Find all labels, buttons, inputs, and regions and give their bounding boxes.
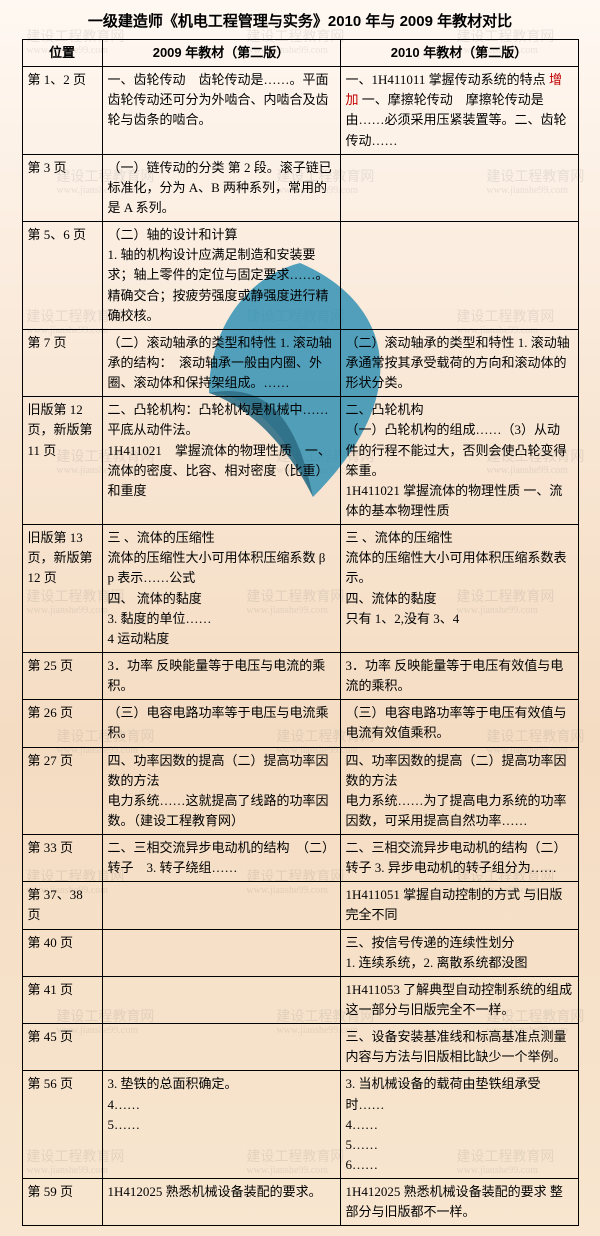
cell-2010: 三、按信号传递的连续性划分1. 连续系统，2. 离散系统都没图	[340, 929, 578, 976]
table-row: 第 26 页（三）电容电路功率等于电压与电流乘积。（三）电容电路功率等于电压有效…	[22, 700, 578, 747]
cell-position: 第 26 页	[22, 700, 102, 747]
cell-position: 第 1、2 页	[22, 67, 102, 155]
table-row: 第 5、6 页（二）轴的设计和计算1. 轴的机构设计应满足制造和安装要求；轴上零…	[22, 222, 578, 330]
cell-position: 第 37、38 页	[22, 882, 102, 929]
cell-position: 第 5、6 页	[22, 222, 102, 330]
page: 建设工程教育网www.jianshe99.com建设工程教育网www.jians…	[0, 0, 600, 1236]
cell-2009: 四、功率因数的提高（二）提高功率因数的方法电力系统……这就提高了线路的功率因数。…	[102, 747, 340, 835]
cell-2009: 3．功率 反映能量等于电压与电流的乘积。	[102, 652, 340, 699]
cell-position: 第 45 页	[22, 1024, 102, 1071]
cell-2009: 1H412025 熟悉机械设备装配的要求。	[102, 1179, 340, 1226]
col-2010: 2010 年教材（第二版）	[340, 40, 578, 67]
cell-2009	[102, 882, 340, 929]
cell-2009: （一）链传动的分类 第 2 段。滚子链已标准化，分为 A、B 两种系列，常用的是…	[102, 154, 340, 221]
cell-position: 第 59 页	[22, 1179, 102, 1226]
cell-2010	[340, 222, 578, 330]
table-row: 第 56 页3. 垫铁的总面积确定。4……5……3. 当机械设备的载荷由垫铁组承…	[22, 1071, 578, 1179]
cell-position: 第 3 页	[22, 154, 102, 221]
highlight-text: 增加	[346, 72, 562, 107]
cell-position: 第 7 页	[22, 329, 102, 396]
col-position: 位置	[22, 40, 102, 67]
cell-2010: 1H411053 了解典型自动控制系统的组成 这一部分与旧版完全不一样。	[340, 976, 578, 1023]
cell-position: 第 40 页	[22, 929, 102, 976]
table-row: 旧版第 13 页，新版第 12 页三 、流体的压缩性流体的压缩性大小可用体积压缩…	[22, 525, 578, 653]
table-row: 第 7 页（二）滚动轴承的类型和特性 1. 滚动轴承的结构： 滚动轴承一般由内圈…	[22, 329, 578, 396]
cell-2009: 二、凸轮机构：凸轮机构是机械中……平底从动件法。1H411021 掌握流体的物理…	[102, 397, 340, 525]
table-row: 第 27 页四、功率因数的提高（二）提高功率因数的方法电力系统……这就提高了线路…	[22, 747, 578, 835]
cell-2010: 三、设备安装基准线和标高基准点测量 内容与方法与旧版相比缺少一个举例。	[340, 1024, 578, 1071]
cell-position: 第 27 页	[22, 747, 102, 835]
table-row: 第 33 页二、三相交流异步电动机的结构 （二）转子 3. 转子绕组……二、三相…	[22, 835, 578, 882]
page-title: 一级建造师《机电工程管理与实务》2010 年与 2009 年教材对比	[0, 0, 600, 39]
cell-2009: 3. 垫铁的总面积确定。4……5……	[102, 1071, 340, 1179]
cell-2010: 1H412025 熟悉机械设备装配的要求 整部分与旧版都不一样。	[340, 1179, 578, 1226]
cell-position: 第 33 页	[22, 835, 102, 882]
table-row: 第 59 页1H412025 熟悉机械设备装配的要求。1H412025 熟悉机械…	[22, 1179, 578, 1226]
table-row: 第 1、2 页一、齿轮传动 齿轮传动是……。平面齿轮传动还可分为外啮合、内啮合及…	[22, 67, 578, 155]
col-2009: 2009 年教材（第二版）	[102, 40, 340, 67]
cell-2009: （三）电容电路功率等于电压与电流乘积。	[102, 700, 340, 747]
cell-2009: 一、齿轮传动 齿轮传动是……。平面齿轮传动还可分为外啮合、内啮合及齿轮与齿条的啮…	[102, 67, 340, 155]
table-row: 第 3 页（一）链传动的分类 第 2 段。滚子链已标准化，分为 A、B 两种系列…	[22, 154, 578, 221]
cell-2010: 一、1H411011 掌握传动系统的特点 增加 一、摩擦轮传动 摩擦轮传动是由……	[340, 67, 578, 155]
table-row: 第 25 页3．功率 反映能量等于电压与电流的乘积。3．功率 反映能量等于电压有…	[22, 652, 578, 699]
cell-2010: （二）滚动轴承的类型和特性 1. 滚动轴承通常按其承受载荷的方向和滚动体的形状分…	[340, 329, 578, 396]
cell-2010: 3. 当机械设备的载荷由垫铁组承受时……4……5……6……	[340, 1071, 578, 1179]
table-row: 第 37、38 页 1H411051 掌握自动控制的方式 与旧版完全不同	[22, 882, 578, 929]
cell-2009: 三 、流体的压缩性流体的压缩性大小可用体积压缩系数 β p 表示……公式四、 流…	[102, 525, 340, 653]
cell-position: 第 25 页	[22, 652, 102, 699]
cell-2010: 二、凸轮机构（一）凸轮机构的组成……（3）从动件的行程不能过大，否则会使凸轮变得…	[340, 397, 578, 525]
cell-position: 旧版第 12 页，新版第 11 页	[22, 397, 102, 525]
cell-2010	[340, 154, 578, 221]
cell-position: 第 56 页	[22, 1071, 102, 1179]
cell-2010: （三）电容电路功率等于电压有效值与电流有效值乘积。	[340, 700, 578, 747]
table-row: 第 40 页 三、按信号传递的连续性划分1. 连续系统，2. 离散系统都没图	[22, 929, 578, 976]
cell-2010: 四、功率因数的提高（二）提高功率因数的方法电力系统……为了提高电力系统的功率因数…	[340, 747, 578, 835]
cell-2009	[102, 1024, 340, 1071]
cell-2009	[102, 976, 340, 1023]
cell-2009	[102, 929, 340, 976]
cell-2010: 二、三相交流异步电动机的结构（二）转子 3. 异步电动机的转子组分为……	[340, 835, 578, 882]
cell-2010: 1H411051 掌握自动控制的方式 与旧版完全不同	[340, 882, 578, 929]
comparison-table: 位置 2009 年教材（第二版） 2010 年教材（第二版） 第 1、2 页一、…	[22, 39, 579, 1226]
cell-2010: 3．功率 反映能量等于电压有效值与电流的乘积。	[340, 652, 578, 699]
cell-2010: 三 、流体的压缩性流体的压缩性大小可用体积压缩系数表示。四、流体的黏度只有 1、…	[340, 525, 578, 653]
cell-position: 第 41 页	[22, 976, 102, 1023]
cell-2009: （二）轴的设计和计算1. 轴的机构设计应满足制造和安装要求；轴上零件的定位与固定…	[102, 222, 340, 330]
table-header-row: 位置 2009 年教材（第二版） 2010 年教材（第二版）	[22, 40, 578, 67]
cell-2009: 二、三相交流异步电动机的结构 （二）转子 3. 转子绕组……	[102, 835, 340, 882]
table-row: 第 41 页 1H411053 了解典型自动控制系统的组成 这一部分与旧版完全不一…	[22, 976, 578, 1023]
cell-2009: （二）滚动轴承的类型和特性 1. 滚动轴承的结构： 滚动轴承一般由内圈、外圈、滚…	[102, 329, 340, 396]
table-row: 第 45 页 三、设备安装基准线和标高基准点测量 内容与方法与旧版相比缺少一个举例…	[22, 1024, 578, 1071]
table-row: 旧版第 12 页，新版第 11 页二、凸轮机构：凸轮机构是机械中……平底从动件法…	[22, 397, 578, 525]
cell-position: 旧版第 13 页，新版第 12 页	[22, 525, 102, 653]
